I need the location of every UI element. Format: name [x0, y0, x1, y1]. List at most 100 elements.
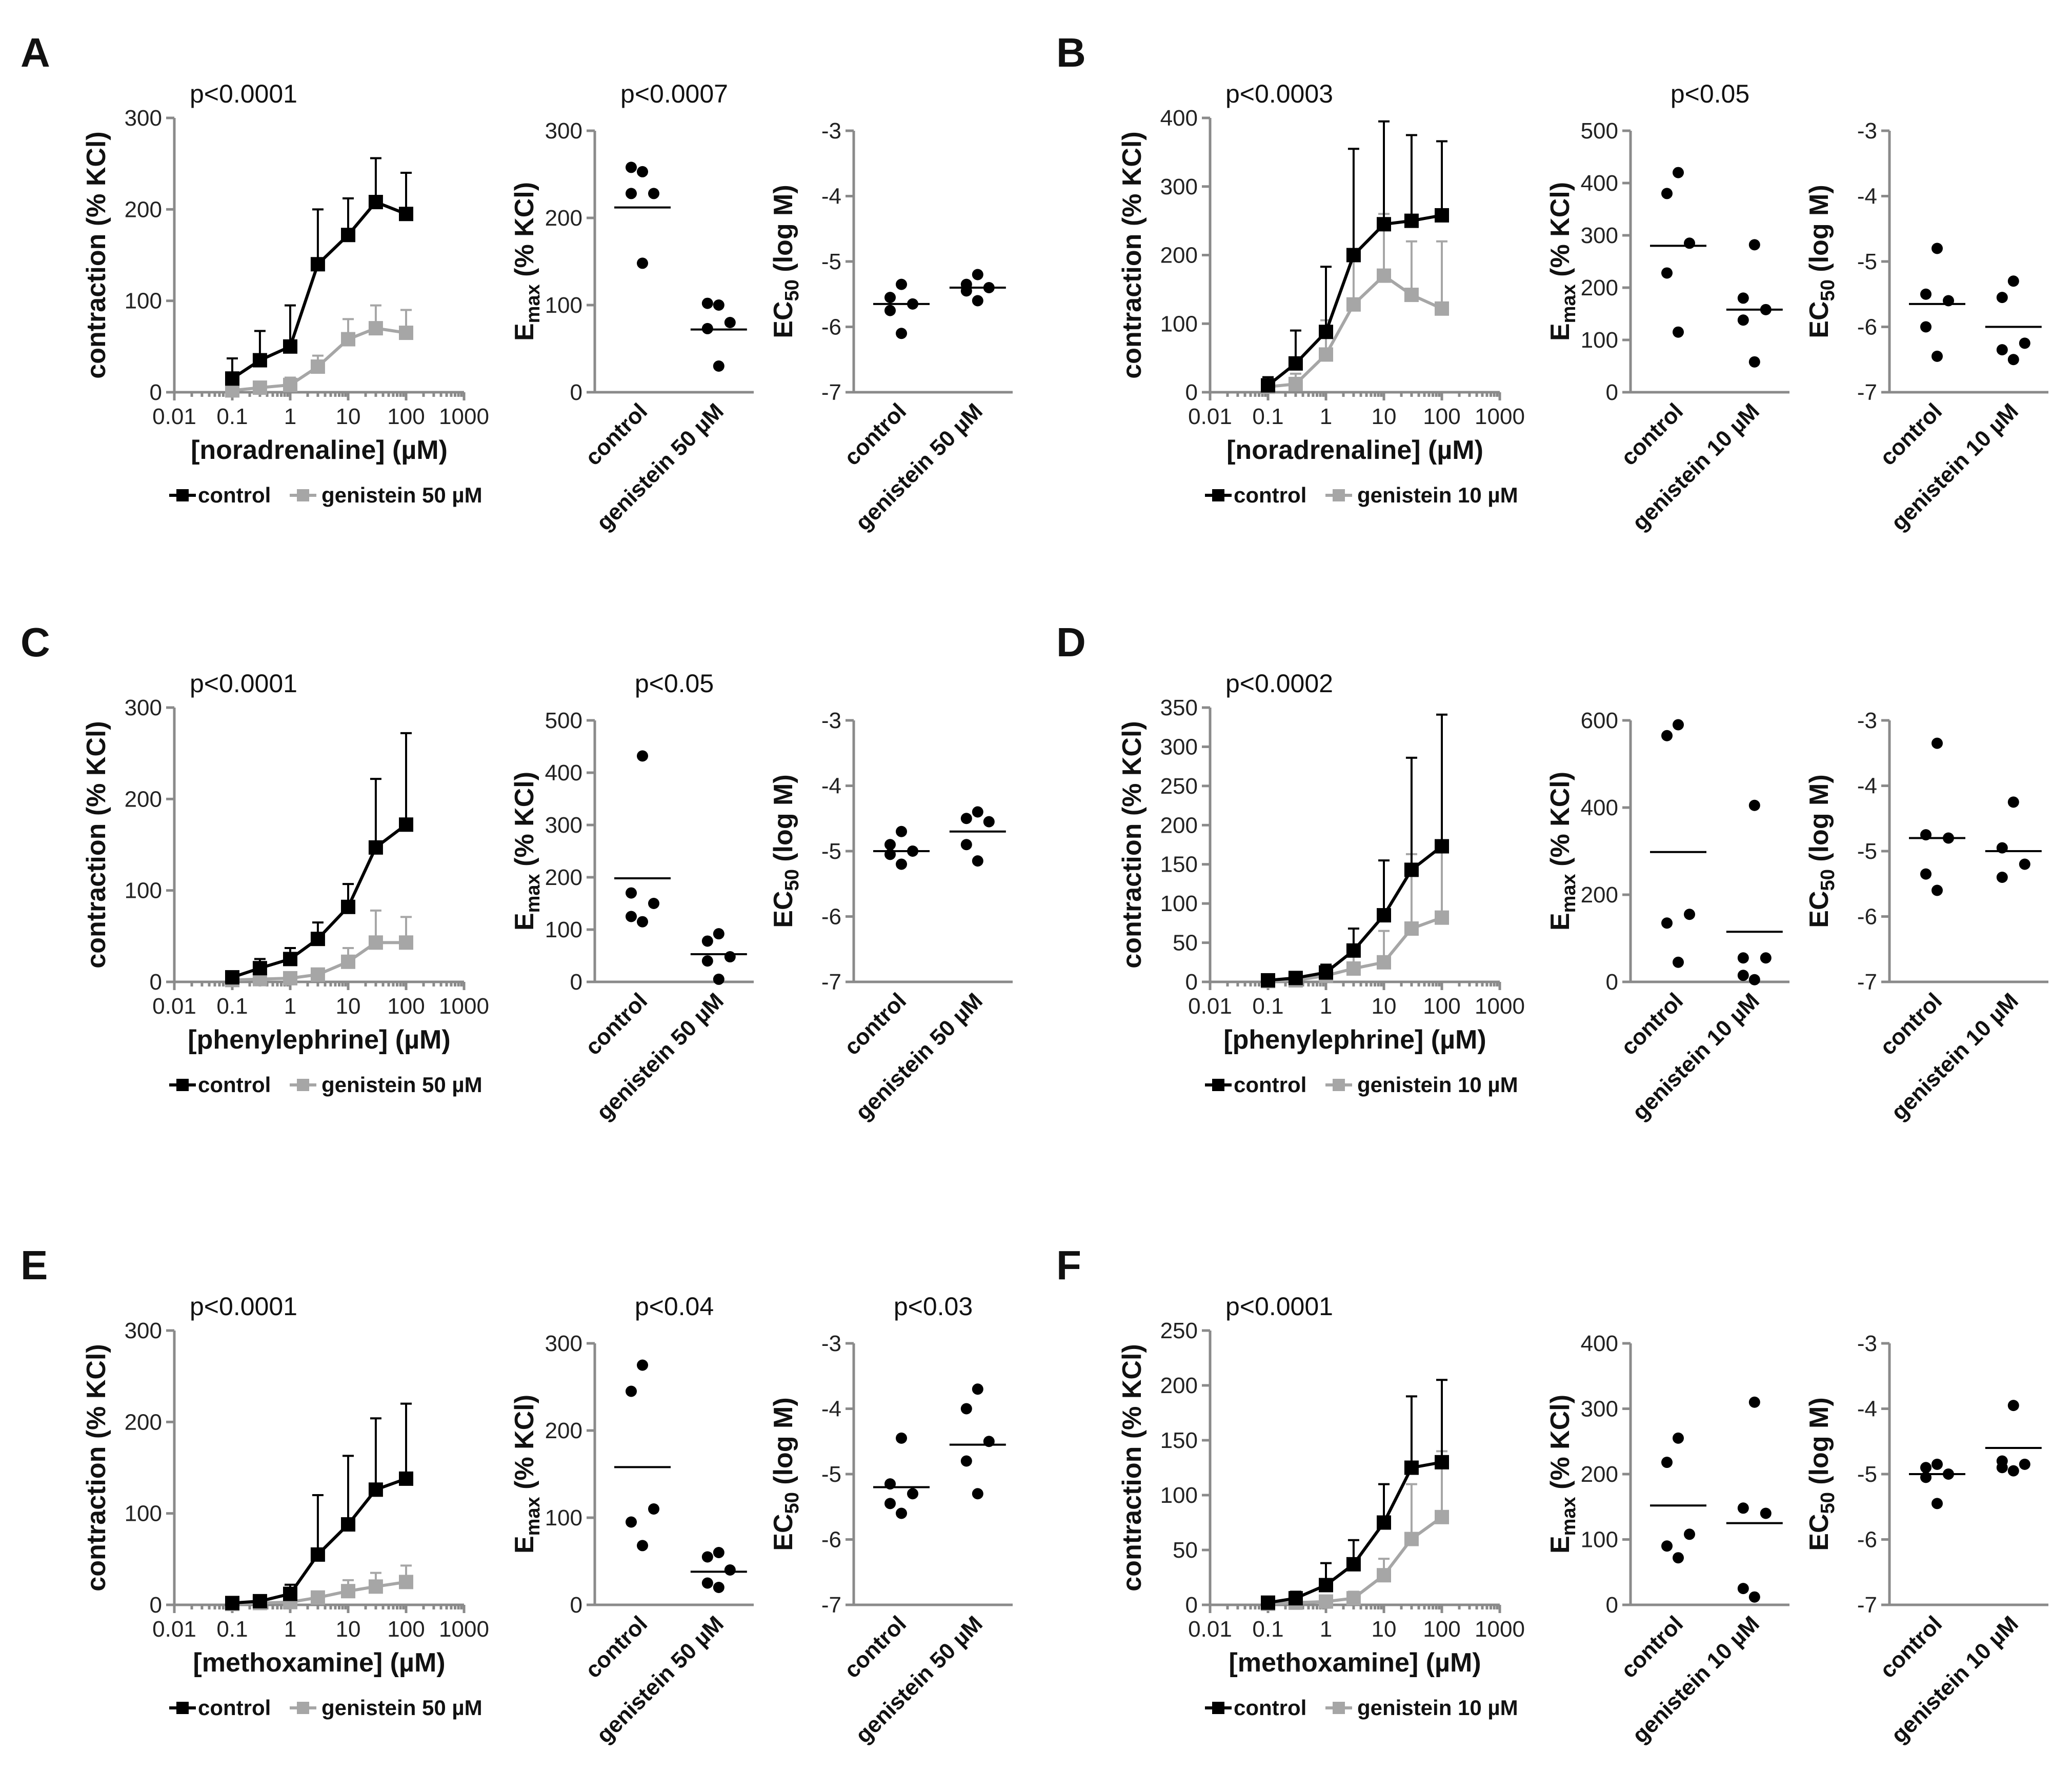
- ec50-ylabel-rest: (log M): [769, 185, 798, 279]
- scatter-point: [1684, 1528, 1695, 1540]
- scatter-point: [1748, 974, 1760, 985]
- scatter-point: [1661, 917, 1673, 929]
- data-point: [1404, 862, 1419, 877]
- data-point: [1288, 971, 1303, 985]
- legend-treatment-marker: [1333, 489, 1345, 501]
- data-point: [310, 1590, 325, 1605]
- curve-x-tick-label: 1: [1320, 1617, 1332, 1642]
- emax-chart: p<0.05 0 100 200 300 400 500 Emax (% KCl) contro…: [1545, 79, 1789, 535]
- data-point: [1377, 268, 1391, 283]
- curve-x-tick-label: 10: [336, 994, 361, 1019]
- scatter-point: [637, 750, 648, 762]
- data-point: [341, 954, 355, 969]
- data-point: [1319, 325, 1333, 339]
- curve-x-tick-label: 10: [1372, 404, 1397, 429]
- curve-y-tick-label: 100: [125, 1501, 162, 1526]
- scatter-point: [972, 855, 983, 867]
- emax-y-tick-label: 500: [1581, 118, 1618, 144]
- ec50-y-tick-label: -3: [1857, 1331, 1877, 1356]
- ec50-y-tick-label: -5: [1857, 1462, 1877, 1487]
- ec50-ylabel-main: EC: [1804, 891, 1834, 928]
- ec50-y-tick-label: -5: [821, 1462, 841, 1487]
- scatter-point: [2007, 275, 2019, 287]
- emax-y-tick-label: 200: [1581, 882, 1618, 908]
- emax-ylabel-sub: max: [522, 284, 544, 323]
- scatter-point: [1760, 952, 1772, 964]
- data-point: [341, 899, 355, 914]
- curve-x-tick-label: 1: [1320, 404, 1332, 429]
- curve-x-tick-label: 10: [336, 1617, 361, 1642]
- curve-x-tick-label: 10: [336, 404, 361, 429]
- data-point: [252, 961, 267, 976]
- emax-ylabel-rest: (% KCl): [510, 772, 539, 874]
- ec50-y-tick-label: -3: [821, 118, 841, 144]
- curve-x-tick-label: 0.01: [1188, 1617, 1232, 1642]
- data-point: [1288, 356, 1303, 371]
- ec50-y-tick-label: -6: [1857, 1527, 1877, 1553]
- category-label: control: [580, 1611, 652, 1683]
- scatter-point: [701, 1551, 713, 1563]
- legend-treatment-label: genistein 10 µM: [1357, 1696, 1518, 1720]
- scatter-point: [724, 951, 736, 963]
- category-label: control: [839, 988, 911, 1060]
- ec50-y-tick-label: -4: [821, 184, 841, 209]
- scatter-point: [1932, 243, 1943, 254]
- curve-x-tick-label: 1000: [1475, 994, 1525, 1019]
- data-point: [283, 971, 297, 985]
- emax-y-tick-label: 100: [545, 1505, 582, 1531]
- category-label: genistein 10 µM: [1627, 988, 1764, 1125]
- scatter-point: [1748, 356, 1760, 368]
- curve-ylabel: contraction (% KCl): [1117, 131, 1147, 378]
- legend-treatment-marker: [1333, 1079, 1345, 1091]
- data-point: [1261, 378, 1275, 393]
- ec50-ylabel-main: EC: [769, 891, 798, 928]
- curve-x-tick-label: 0.01: [152, 1617, 196, 1642]
- treatment-series: [1261, 1450, 1449, 1611]
- category-label: control: [1875, 1611, 1947, 1683]
- emax-y-tick-label: 400: [1581, 171, 1618, 196]
- curve-y-tick-label: 350: [1160, 695, 1198, 720]
- scatter-point: [1684, 909, 1695, 920]
- scatter-point: [972, 806, 983, 818]
- scatter-point: [626, 1385, 637, 1397]
- scatter-point: [1661, 730, 1673, 741]
- legend-control-label: control: [1234, 483, 1306, 507]
- control-series: [1261, 120, 1449, 393]
- ec50-ylabel-sub: 50: [781, 279, 803, 301]
- ec50-ylabel-main: EC: [1804, 1514, 1834, 1550]
- data-point: [252, 380, 267, 395]
- curve-pvalue: p<0.0001: [190, 79, 297, 108]
- category-label: genistein 50 µM: [592, 1611, 729, 1748]
- scatter-point: [1748, 239, 1760, 251]
- scatter-point: [896, 825, 907, 837]
- data-point: [1377, 1568, 1391, 1583]
- scatter-point: [1932, 1458, 1943, 1470]
- curve-x-tick-label: 100: [1423, 1617, 1460, 1642]
- data-point: [1288, 376, 1303, 391]
- data-point: [1404, 1460, 1419, 1475]
- data-point: [1346, 943, 1361, 958]
- legend-control-label: control: [198, 1073, 271, 1097]
- scatter-point: [1661, 188, 1673, 199]
- emax-pvalue: p<0.05: [635, 669, 714, 698]
- curve-ylabel: contraction (% KCl): [1117, 721, 1147, 968]
- ec50-y-tick-label: -7: [1857, 970, 1877, 995]
- data-point: [368, 195, 383, 210]
- data-point: [283, 1586, 297, 1601]
- data-point: [1377, 217, 1391, 232]
- ec50-ylabel-sub: 50: [1817, 869, 1839, 891]
- ec50-y-tick-label: -6: [1857, 315, 1877, 340]
- ec50-ylabel-rest: (log M): [1804, 1397, 1834, 1492]
- scatter-point: [724, 317, 736, 328]
- legend: control genistein 50 µM: [169, 1073, 482, 1097]
- emax-y-tick-label: 0: [570, 380, 582, 405]
- ec50-y-tick-label: -7: [821, 380, 841, 405]
- data-point: [310, 359, 325, 374]
- scatter-point: [1932, 1498, 1943, 1509]
- scatter-point: [1996, 344, 2008, 356]
- scatter-point: [1932, 737, 1943, 749]
- curve-y-tick-label: 200: [125, 787, 162, 812]
- ec50-ylabel-rest: (log M): [1804, 774, 1834, 869]
